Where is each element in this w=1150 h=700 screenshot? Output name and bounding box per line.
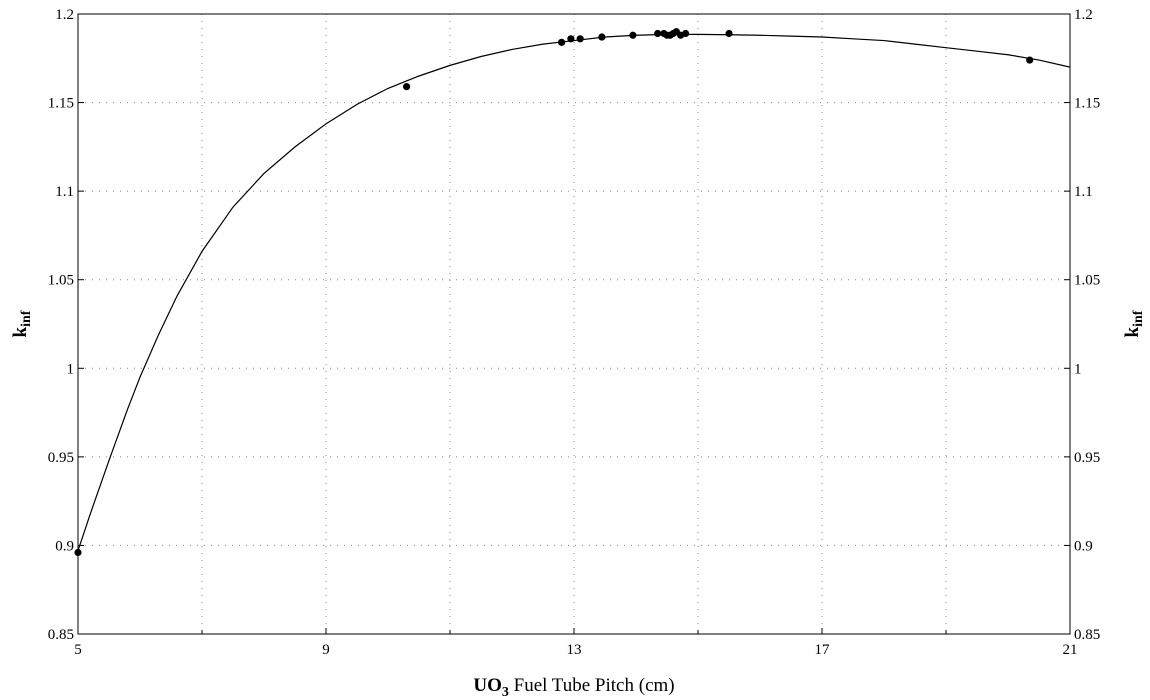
y-axis-title-left: kinf: [10, 310, 34, 337]
y-axis-title-right: kinf: [1122, 310, 1146, 337]
data-point: [682, 29, 690, 38]
data-point: [576, 35, 584, 43]
y-tick-label-right: 0.9: [1074, 538, 1093, 554]
data-point: [725, 29, 733, 38]
y-tick-label-right: 1.05: [1074, 273, 1100, 289]
data-point: [654, 29, 662, 38]
data-point: [558, 38, 566, 46]
y-tick-label-left: 1.1: [55, 184, 74, 200]
data-point: [567, 35, 575, 43]
x-tick-label: 21: [1063, 642, 1078, 658]
data-point: [629, 31, 637, 39]
y-tick-labels-right: 0.85 0.9 0.95 1 1.05 1.1 1.15 1.2: [1074, 7, 1100, 643]
y-tick-label-right: 0.95: [1074, 450, 1100, 466]
x-tick-label: 13: [567, 642, 582, 658]
y-tick-label-right: 1: [1074, 361, 1082, 377]
y-tick-label-right: 0.85: [1074, 627, 1100, 643]
y-tick-label-left: 0.9: [55, 538, 74, 554]
data-point: [74, 548, 82, 557]
y-tick-label-left: 1.2: [55, 7, 74, 23]
tick-marks: [77, 13, 1071, 635]
plot-frame: [77, 13, 1071, 635]
kinf-curve: [77, 33, 1071, 551]
y-tick-label-left: 1: [67, 361, 75, 377]
data-points: [74, 28, 1034, 557]
y-axis-title-left-main: k: [10, 326, 31, 337]
y-tick-label-left: 0.85: [48, 627, 74, 643]
x-tick-label: 9: [322, 642, 330, 658]
x-tick-label: 17: [815, 642, 831, 658]
y-tick-labels-left: 0.85 0.9 0.95 1 1.05 1.1 1.15 1.2: [48, 7, 74, 643]
data-point: [1026, 56, 1034, 64]
x-tick-labels: 5 9 13 17 21: [74, 642, 1077, 658]
y-tick-label-right: 1.1: [1074, 184, 1093, 200]
data-point: [403, 83, 411, 91]
x-axis-title-sub: 3: [502, 685, 509, 700]
data-point: [598, 33, 606, 41]
grid-lines: [78, 14, 1070, 634]
x-axis-title-rest: Fuel Tube Pitch (cm): [509, 675, 675, 696]
x-axis-title: UO3 Fuel Tube Pitch (cm): [473, 675, 674, 700]
y-axis-title-right-sub: inf: [1131, 310, 1146, 327]
y-tick-label-left: 0.95: [48, 450, 74, 466]
y-tick-label-right: 1.2: [1074, 7, 1093, 23]
x-axis-title-main: UO: [473, 675, 502, 696]
y-axis-title-left-sub: inf: [19, 310, 34, 327]
x-tick-label: 5: [74, 642, 82, 658]
y-tick-label-left: 1.15: [48, 96, 74, 112]
y-tick-label-left: 1.05: [48, 273, 74, 289]
y-tick-label-right: 1.15: [1074, 96, 1100, 112]
y-axis-title-right-main: k: [1122, 326, 1143, 337]
